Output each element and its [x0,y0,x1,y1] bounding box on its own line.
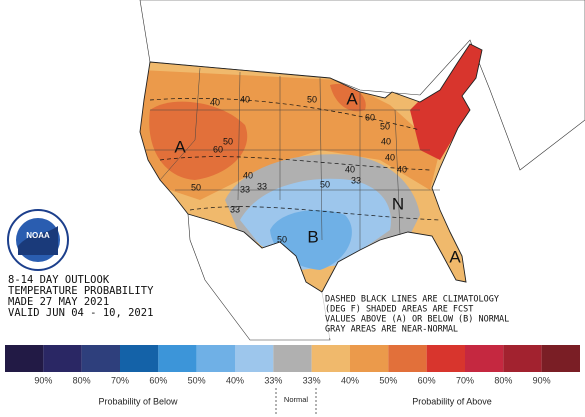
legend-swatch [311,345,350,372]
legend-swatch [503,345,542,372]
title-line: VALID JUN 04 - 10, 2021 [8,307,153,319]
shade-70-northeast [410,44,482,160]
note-line: (DEG F) SHADED AREAS ARE FCST [325,305,473,315]
contour-label: 60 [213,144,223,154]
contour-label: 50 [320,179,330,189]
note-background [322,292,582,338]
legend-label: 80% [73,375,91,385]
contour-label: 60 [365,112,375,122]
contour-label: 40 [381,136,391,146]
contour-label: 33 [240,184,250,194]
legend-label: 33% [264,375,282,385]
contour-label: 50 [307,94,317,104]
legend-swatch [235,345,274,372]
legend-swatch [196,345,235,372]
legend-swatch [350,345,389,372]
anomaly-letter: B [307,227,318,246]
legend-swatch [43,345,82,372]
anomaly-letter: A [449,247,461,266]
contour-label: 33 [351,175,361,185]
contour-label: 40 [345,164,355,174]
legend-label: 60% [149,375,167,385]
contour-label: 33 [257,181,267,191]
legend-label: 33% [303,375,321,385]
legend-label: 70% [111,375,129,385]
legend-label: 40% [226,375,244,385]
legend-label: 60% [418,375,436,385]
legend-below-title: Probability of Below [98,396,178,406]
legend-swatch [158,345,197,372]
legend-swatch [273,345,312,372]
contour-label: 40 [243,170,253,180]
climatology-lines [149,97,441,221]
legend-swatch [81,345,120,372]
contour-label: 40 [385,152,395,162]
legend-label: 90% [533,375,551,385]
legend-swatch [120,345,159,372]
legend-above-title: Probability of Above [412,396,492,406]
note-line: VALUES ABOVE (A) OR BELOW (B) NORMAL [325,315,509,325]
logo-label: NOAA [26,231,50,240]
anomaly-letter: A [174,137,186,156]
contour-label: 50 [191,182,201,192]
contour-label: 40 [210,97,220,107]
title-line: TEMPERATURE PROBABILITY [8,285,154,297]
contour-label: 50 [223,136,233,146]
legend-label: 70% [456,375,474,385]
legend-label: 90% [34,375,52,385]
legend-swatch [5,345,44,372]
us-outline [139,43,483,293]
contour-label: 50 [277,234,287,244]
title-line: MADE 27 MAY 2021 [8,296,109,308]
anomaly-letter: A [346,89,358,108]
legend-swatch [426,345,465,372]
shade-60-west [149,101,248,180]
title-line: 8-14 DAY OUTLOOK [8,274,110,286]
legend-label: 50% [188,375,206,385]
legend-label: 40% [341,375,359,385]
anomaly-letter: N [392,194,404,213]
legend-swatch [388,345,427,372]
state-lines [145,67,440,250]
contour-label: 40 [240,94,250,104]
legend-label: 80% [494,375,512,385]
contour-label: 50 [380,121,390,131]
note-line: DASHED BLACK LINES ARE CLIMATOLOGY [325,295,499,305]
legend-swatch [465,345,504,372]
contour-label: 33 [230,204,240,214]
contour-label: 40 [397,164,407,174]
noaa-logo: NOAA [7,209,69,271]
legend-label: 50% [379,375,397,385]
legend: 90% 80% 70% 60% 50% 40% 33% 33% 40% 50% 60% 70% 80% 9… [5,345,580,414]
note-line: GRAY AREAS ARE NEAR-NORMAL [325,325,458,335]
legend-normal-title: Normal [284,395,309,404]
legend-swatch [541,345,580,372]
